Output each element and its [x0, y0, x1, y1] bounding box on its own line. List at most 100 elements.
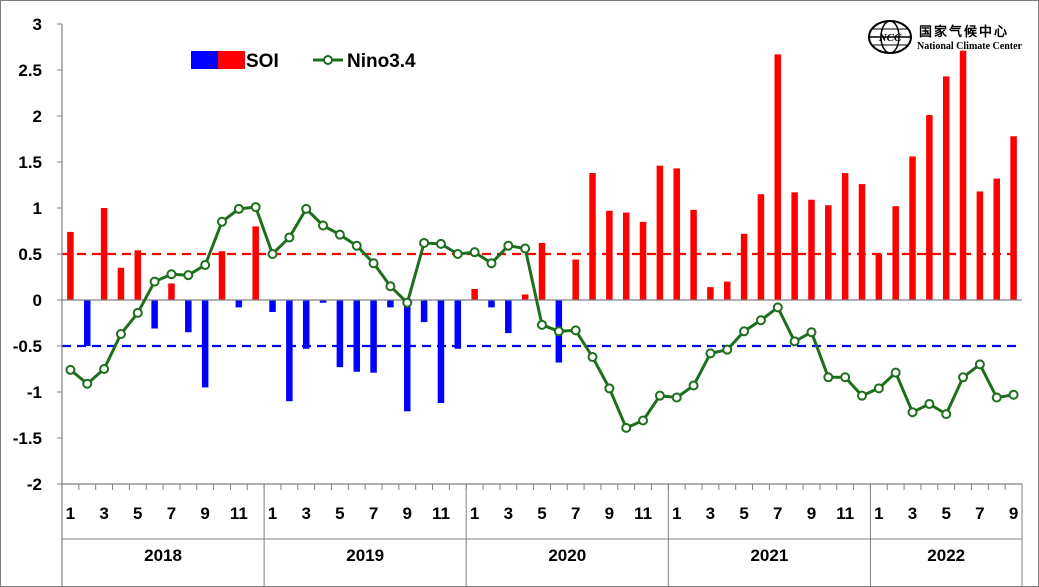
soi-bar	[353, 300, 360, 372]
y-tick-label: 0.5	[18, 245, 42, 264]
nino34-point	[1008, 389, 1019, 400]
soi-bar	[993, 178, 1000, 300]
x-month-label: 1	[66, 504, 75, 523]
soi-bar	[454, 300, 462, 349]
x-month-label: 7	[571, 504, 580, 523]
nino34-point	[806, 327, 817, 338]
soi-bar	[622, 212, 630, 300]
soi-bar	[976, 191, 984, 300]
x-month-label: 3	[504, 504, 513, 523]
x-year-label: 2018	[144, 546, 182, 565]
soi-bar	[690, 209, 697, 300]
soi-bar	[505, 300, 512, 334]
x-month-label: 7	[773, 504, 782, 523]
y-tick-label: 3	[33, 15, 42, 34]
nino34-point	[789, 336, 800, 347]
nino34-point	[301, 203, 312, 214]
soi-bar	[673, 168, 680, 300]
x-year-label: 2021	[750, 546, 788, 565]
x-year-label: 2020	[548, 546, 586, 565]
nino34-point	[435, 238, 446, 249]
nino34-point	[368, 258, 379, 269]
x-month-label: 5	[941, 504, 950, 523]
soi-bar	[521, 294, 529, 300]
x-month-label: 5	[335, 504, 344, 523]
nino34-point	[857, 390, 867, 401]
nino34-point	[520, 243, 531, 254]
x-month-label: 11	[230, 504, 248, 523]
nino34-point	[351, 240, 362, 251]
axes	[61, 24, 1022, 586]
soi-bar	[757, 194, 765, 300]
soi-bar	[656, 165, 664, 300]
nino34-point	[419, 237, 430, 248]
logo-name-chinese: 国家气候中心	[919, 25, 1010, 40]
x-month-label: 11	[836, 504, 854, 523]
x-year-label: 2022	[927, 546, 965, 565]
x-month-label: 11	[432, 504, 450, 523]
nino34-point	[452, 249, 463, 259]
soi-bar	[606, 210, 613, 300]
x-month-label: 9	[200, 504, 209, 523]
soi-bar	[302, 300, 310, 349]
nino34-point	[149, 276, 160, 287]
soi-bar	[336, 300, 344, 368]
nino34-series	[65, 202, 1019, 433]
nino34-point	[722, 344, 733, 355]
nino34-point	[402, 297, 413, 308]
nino34-point	[907, 407, 918, 418]
x-month-label: 3	[908, 504, 917, 523]
soi-bar	[471, 288, 478, 300]
soi-bar	[538, 242, 546, 300]
nino34-point	[739, 326, 750, 337]
soi-bars	[67, 50, 1017, 412]
nino34-point	[537, 319, 547, 330]
nino34-point	[200, 260, 211, 271]
soi-bar	[841, 173, 849, 300]
soi-bar	[252, 226, 259, 300]
nino34-point	[941, 409, 952, 420]
nino34-point	[284, 232, 295, 243]
x-month-label: 9	[1009, 504, 1018, 523]
x-month-label: 5	[537, 504, 546, 523]
nino34-point	[233, 203, 244, 214]
soi-bar	[269, 300, 276, 312]
x-month-label: 5	[133, 504, 142, 523]
soi-bar	[858, 184, 866, 300]
legend-nino-marker	[323, 55, 333, 65]
y-tick-label: 1.5	[18, 153, 42, 172]
soi-bar	[488, 300, 495, 308]
x-month-label: 3	[99, 504, 108, 523]
soi-bar	[437, 300, 445, 404]
x-month-label: 5	[739, 504, 748, 523]
x-month-label: 7	[167, 504, 176, 523]
x-month-label: 3	[706, 504, 715, 523]
soi-bar	[84, 300, 91, 346]
x-month-label: 7	[975, 504, 984, 523]
nino34-point	[974, 359, 985, 370]
soi-bar	[117, 267, 125, 300]
y-tick-label: -1	[27, 383, 42, 402]
nino34-point	[873, 383, 884, 394]
soi-bar	[589, 173, 596, 300]
nino34-point	[823, 372, 834, 383]
ncc-logo: NCC 国家气候中心 National Climate Center	[867, 19, 1027, 59]
soi-bar	[201, 300, 209, 388]
legend-soi-label: SOI	[246, 51, 279, 72]
soi-bar	[67, 231, 74, 300]
x-month-label: 9	[403, 504, 412, 523]
nino34-point	[604, 383, 615, 394]
x-month-label: 3	[301, 504, 310, 523]
nino34-point	[958, 372, 969, 383]
nino34-point	[755, 315, 766, 326]
nino34-point	[991, 392, 1002, 403]
x-month-label: 7	[369, 504, 378, 523]
soi-bar	[875, 254, 883, 300]
soi-bar	[639, 221, 647, 300]
nino34-point	[638, 415, 649, 426]
y-axis: 3 2.5 2 1.5 1 0.5 0 -0.5 -1 -1.5 -2	[13, 15, 62, 494]
y-tick-label: -2	[27, 475, 42, 494]
nino34-point	[587, 352, 598, 363]
x-month-label: 11	[634, 504, 652, 523]
